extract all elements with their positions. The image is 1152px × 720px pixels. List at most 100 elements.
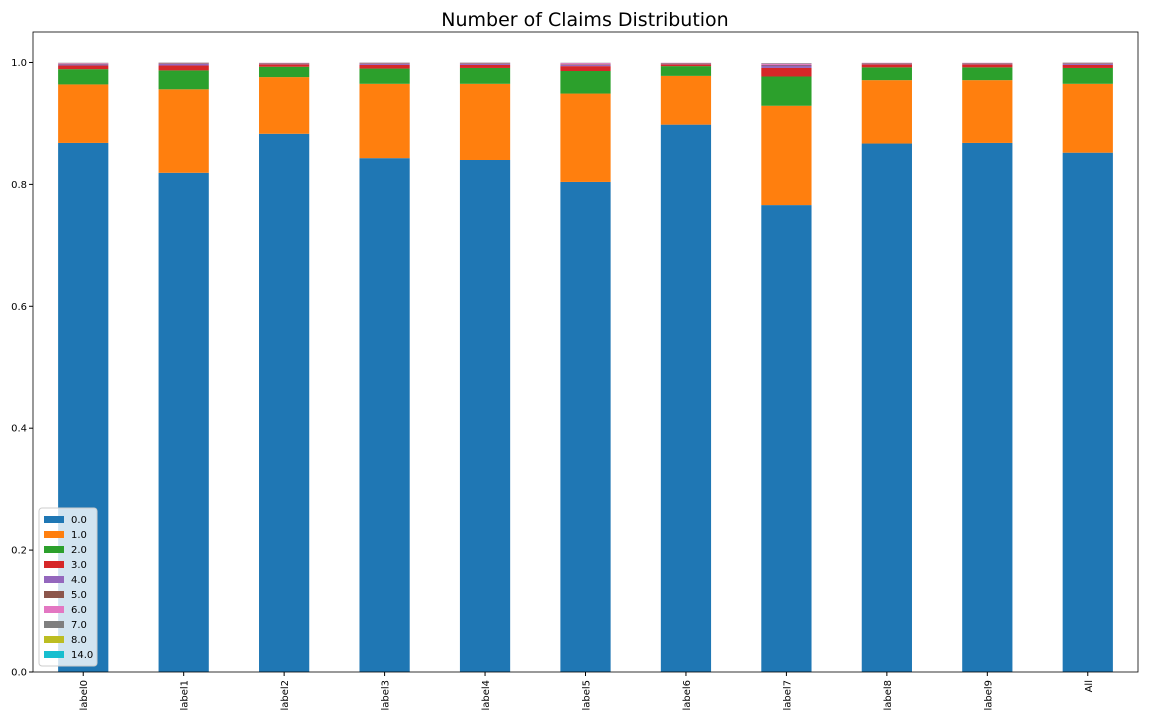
bar-segment-label2-3.0	[259, 64, 310, 67]
bar-segment-label1-4.0	[158, 63, 209, 66]
x-tick-label: label0	[79, 680, 90, 711]
bar-segment-label7-5.0	[761, 64, 812, 66]
x-tick-label: All	[1084, 680, 1095, 692]
chart-title: Number of Claims Distribution	[441, 9, 728, 31]
bar-segment-label5-3.0	[560, 66, 611, 72]
bar-segment-label1-5.0	[158, 63, 209, 64]
x-tick-label: label6	[682, 680, 693, 711]
bar-segment-label9-0.0	[962, 142, 1013, 672]
bar-segment-All-0.0	[1062, 152, 1113, 672]
bar-segment-label0-6.0	[58, 63, 109, 64]
bar-segment-label8-1.0	[861, 80, 912, 144]
bar-segment-All-1.0	[1062, 83, 1113, 153]
bar-segment-label5-2.0	[560, 71, 611, 94]
bar-segment-label0-5.0	[58, 63, 109, 65]
legend-swatch-0.0	[44, 516, 64, 523]
bar-segment-label2-0.0	[259, 133, 310, 673]
legend: 0.0 1.0 2.0 3.0 4.0 5.0 6.0 7.0 8.0 14.0	[38, 507, 98, 667]
bar-segment-All-2.0	[1062, 67, 1113, 84]
bar-segment-label1-0.0	[158, 172, 209, 673]
bar-segment-label9-4.0	[962, 63, 1013, 65]
legend-label: 6.0	[71, 605, 87, 616]
bar-segment-label2-1.0	[259, 77, 310, 134]
bar-segment-label2-5.0	[259, 63, 310, 64]
bar-segment-label8-5.0	[861, 63, 912, 64]
bar-segment-label4-3.0	[459, 64, 511, 68]
bar-segment-label1-1.0	[158, 89, 209, 173]
bar-segment-label5-5.0	[560, 64, 611, 65]
bar-segment-label4-2.0	[459, 67, 511, 84]
bar-segment-label2-4.0	[259, 63, 310, 65]
bar-segment-label0-4.0	[58, 64, 109, 66]
bar-segment-label7-2.0	[761, 76, 812, 106]
bar-segment-label8-0.0	[861, 143, 912, 673]
bar-segment-All-5.0	[1062, 63, 1113, 64]
bar-segment-label5-0.0	[560, 181, 611, 672]
legend-label: 5.0	[71, 590, 87, 601]
bar-segment-label9-2.0	[962, 67, 1013, 81]
legend-label: 8.0	[71, 635, 87, 646]
y-tick-label: 1.0	[11, 58, 27, 69]
bar-segment-label4-4.0	[459, 63, 511, 65]
bar-segment-label6-2.0	[660, 66, 712, 76]
axes-layer: label0 label1 label2 label3 label4 label5 labe…	[11, 31, 1139, 711]
x-tick-label: label1	[180, 680, 191, 711]
y-tick-label: 0.2	[11, 546, 27, 557]
bar-segment-label3-1.0	[359, 83, 410, 159]
bar-segment-label0-1.0	[58, 84, 109, 143]
bar-segment-label7-0.0	[761, 205, 812, 672]
bar-segment-label7-3.0	[761, 67, 812, 77]
legend-label: 4.0	[71, 575, 87, 586]
bar-segment-label8-2.0	[861, 67, 912, 81]
bar-segment-label8-4.0	[861, 63, 912, 65]
x-tick-label: label7	[782, 680, 793, 711]
bar-segment-label5-1.0	[560, 93, 611, 182]
bar-segment-label6-5.0	[660, 63, 712, 64]
legend-label: 14.0	[71, 650, 93, 661]
bar-segment-label7-7.0	[761, 63, 812, 64]
y-tick-label: 0.8	[11, 180, 27, 191]
bar-segment-label8-3.0	[861, 64, 912, 68]
x-tick-label: label3	[381, 680, 392, 711]
legend-swatch-7.0	[44, 621, 64, 628]
y-tick-label: 0.6	[11, 302, 27, 313]
bar-segment-label7-6.0	[761, 63, 812, 65]
legend-swatch-5.0	[44, 591, 64, 598]
legend-label: 0.0	[71, 515, 87, 526]
bar-segment-label0-2.0	[58, 69, 109, 85]
x-tick-label: label5	[582, 680, 593, 711]
bar-segment-label6-0.0	[660, 124, 712, 672]
bar-segment-label9-1.0	[962, 80, 1013, 143]
bar-segment-label6-1.0	[660, 75, 712, 125]
bar-segment-label3-4.0	[359, 63, 410, 65]
bar-segment-label4-5.0	[459, 63, 511, 64]
bar-segment-label7-1.0	[761, 105, 812, 206]
bar-segment-label4-1.0	[459, 83, 511, 160]
bar-segment-All-4.0	[1062, 63, 1113, 65]
bar-segment-label0-3.0	[58, 65, 109, 70]
legend-swatch-3.0	[44, 561, 64, 568]
plot-frame	[32, 31, 1139, 673]
bar-segment-label1-2.0	[158, 70, 209, 90]
bar-segment-label9-5.0	[962, 63, 1013, 64]
bar-segment-label6-3.0	[660, 64, 712, 67]
bar-segment-label4-0.0	[459, 160, 511, 672]
legend-label: 2.0	[71, 545, 87, 556]
bar-segment-label9-3.0	[962, 64, 1013, 68]
bars-layer	[58, 62, 1113, 673]
bar-segment-label7-4.0	[761, 65, 812, 68]
legend-label: 3.0	[71, 560, 87, 571]
legend-swatch-8.0	[44, 636, 64, 643]
bar-segment-label5-4.0	[560, 64, 611, 67]
legend-swatch-6.0	[44, 606, 64, 613]
bar-segment-label3-2.0	[359, 68, 410, 84]
legend-swatch-1.0	[44, 531, 64, 538]
legend-label: 7.0	[71, 620, 87, 631]
legend-swatch-2.0	[44, 546, 64, 553]
legend-swatch-14.0	[44, 651, 64, 658]
x-tick-label: label2	[280, 680, 291, 711]
bar-segment-label3-0.0	[359, 158, 410, 673]
bar-segment-label6-4.0	[660, 63, 712, 65]
